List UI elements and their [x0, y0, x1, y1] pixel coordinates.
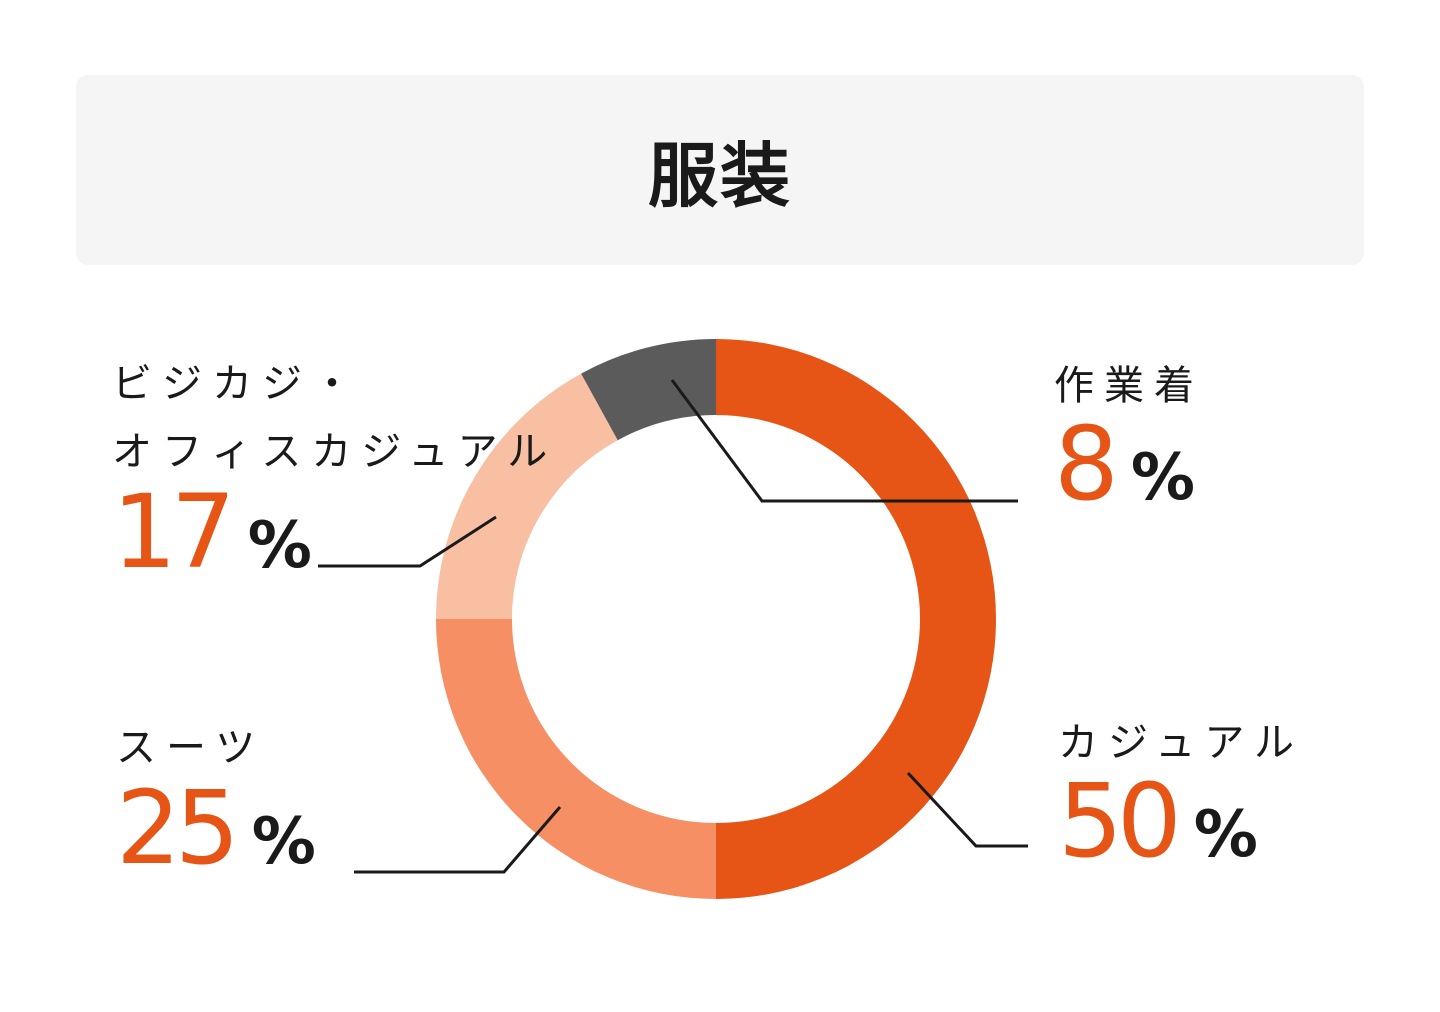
label-suit-name: スーツ — [116, 725, 266, 771]
leader-line-bizcasual — [318, 515, 497, 568]
label-suit-unit: % — [251, 805, 316, 879]
label-casual-name: カジュアル — [1058, 720, 1304, 766]
label-bizcasual-unit: % — [247, 509, 312, 583]
donut-slices — [436, 339, 996, 899]
label-workwear-name: 作業着 — [1054, 363, 1204, 409]
label-suit-percent: 25 % — [116, 778, 316, 880]
label-workwear-unit: % — [1130, 441, 1196, 515]
label-suit: スーツ 25 % — [116, 728, 316, 880]
donut-slice-workwear — [581, 339, 716, 441]
label-workwear: 作業着 8 % — [1054, 366, 1204, 516]
label-suit-value: 25 — [116, 769, 240, 888]
leader-line-workwear — [670, 379, 1018, 503]
leader-line-casual — [906, 771, 1028, 848]
label-casual-value: 50 — [1058, 762, 1182, 881]
label-casual-percent: 50 % — [1058, 771, 1304, 873]
leader-lines — [318, 379, 1028, 874]
label-bizcasual-name-line2: オフィスカジュアル — [112, 429, 558, 475]
chart-title-bar: 服装 — [76, 75, 1364, 265]
label-bizcasual-percent: 17 % — [112, 482, 557, 584]
label-casual-unit: % — [1193, 798, 1258, 872]
donut-slice-suit — [436, 619, 716, 899]
leader-line-suit — [354, 806, 562, 874]
label-bizcasual: ビジカジ・ オフィスカジュアル 17 % — [112, 364, 557, 584]
label-bizcasual-value: 17 — [112, 473, 236, 592]
label-casual: カジュアル 50 % — [1058, 723, 1304, 873]
label-workwear-percent: 8 % — [1054, 414, 1204, 516]
label-workwear-value: 8 — [1054, 405, 1119, 524]
donut-slice-bizcasual — [436, 373, 618, 619]
label-bizcasual-name-line1: ビジカジ・ — [112, 361, 362, 407]
donut-slice-casual — [716, 339, 996, 899]
chart-title: 服装 — [648, 134, 792, 217]
